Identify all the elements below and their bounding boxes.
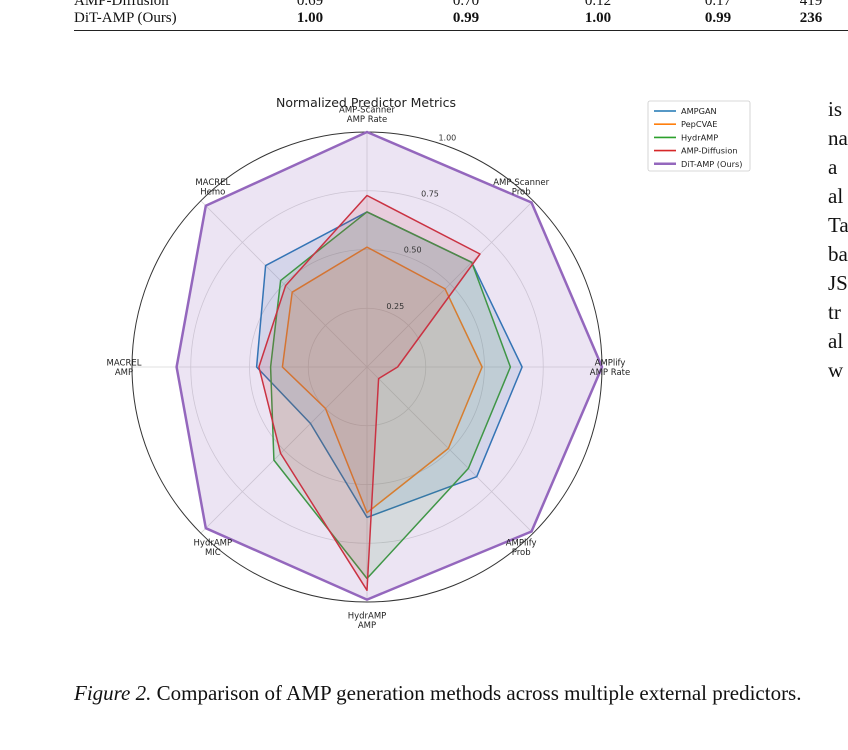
table-cell: 0.70 [452,0,480,9]
axis-label-line: MACREL [107,358,142,368]
axis-label-line: AMP Rate [347,115,387,125]
legend-label: AMPGAN [681,106,717,116]
side-text-line: ba [828,242,848,266]
axis-label-line: Prob [512,188,531,198]
figure-label: Figure 2. [74,681,152,705]
grid-spoke [200,366,368,534]
radial-tick-label: 0.75 [421,190,439,199]
table-cell-method: AMP-Diffusion [74,0,169,9]
table-cell: 1.00 [296,10,324,26]
series-polygon-dit-amp-ours [175,130,604,601]
side-text-line: na [828,126,848,150]
radial-tick-label: 0.50 [404,246,422,255]
axis-label: MACREL AMP [107,358,142,378]
axis-label: AMP-Scanner Prob [493,178,549,198]
table-cell: 1.00 [584,10,612,26]
axis-label-line: AMPlify [595,358,626,368]
axis-label: AMPlify AMP Rate [590,358,630,378]
table-cell: 419 [799,0,823,9]
grid-spoke [366,366,534,534]
axis-label-line: HydrAMP [194,538,233,548]
side-text-line: w [828,358,844,382]
axis-label: AMP-Scanner AMP Rate [339,105,395,125]
legend-label: AMP-Diffusion [681,146,738,156]
side-text-line: al [828,184,844,208]
table-cell: 0.69 [296,0,324,9]
side-text-fragment: is na a al Ta ba JS tr al w [828,95,848,385]
legend-label: DiT-AMP (Ours) [681,159,742,169]
table-cell: 0.99 [704,10,732,26]
axis-label: HydrAMP AMP [348,611,387,631]
side-text-line: JS [828,271,848,295]
axis-label-line: MIC [205,548,221,558]
side-text-line: tr [828,300,841,324]
axis-label-line: AMP [115,368,133,378]
grid-spoke [200,200,368,368]
axis-label-line: AMP [358,621,376,631]
axis-label-line: AMP-Scanner [339,105,395,115]
radial-tick-label: 1.00 [438,133,456,142]
table-cell: 236 [799,10,823,26]
legend: AMPGAN PepCVAE HydrAMP AMP-Diffusion DiT-AMP… [647,100,751,172]
radar-chart: Normalized Predictor Metrics 0.25 0.50 0.7… [107,95,751,631]
axis-label-line: AMP Rate [590,368,630,378]
axis-label-line: Prob [512,548,531,558]
table-bottom-rule [74,30,848,31]
side-text-line: al [828,329,844,353]
axis-label: MACREL Hemo [195,178,230,198]
side-text-line: Ta [828,213,848,237]
axis-label-line: AMP-Scanner [493,178,549,188]
legend-label: HydrAMP [681,132,718,142]
grid-spoke [366,200,534,368]
radial-tick-label: 0.25 [386,302,404,311]
legend-label: PepCVAE [681,119,717,129]
series-polygon-amp-diffusion [258,194,481,592]
chart-title: Normalized Predictor Metrics [276,95,456,110]
table-fragment: AMP-Diffusion 0.69 0.70 0.12 0.17 419 Di… [74,0,848,32]
caption-text: Comparison of AMP generation methods acr… [156,681,802,705]
table-cell: 0.17 [704,0,732,9]
table-cell: 0.99 [452,10,480,26]
radar-grid [131,131,603,603]
table-cell-method: DiT-AMP (Ours) [74,10,177,26]
axis-label-line: HydrAMP [348,611,387,621]
series-polygon-pepcvae [281,246,483,514]
axis-label: AMPlify Prob [506,538,537,558]
legend-box [647,100,751,172]
radar-series [175,130,604,601]
figure-caption: Figure 2. Comparison of AMP generation m… [74,680,804,706]
axis-label-line: Hemo [200,188,225,198]
side-text-line: is [828,97,843,121]
axis-label-line: AMPlify [506,538,537,548]
axis-label-line: MACREL [195,178,230,188]
side-text-line: a [828,155,838,179]
table-cell: 0.12 [584,0,612,9]
axis-label: HydrAMP MIC [194,538,233,558]
